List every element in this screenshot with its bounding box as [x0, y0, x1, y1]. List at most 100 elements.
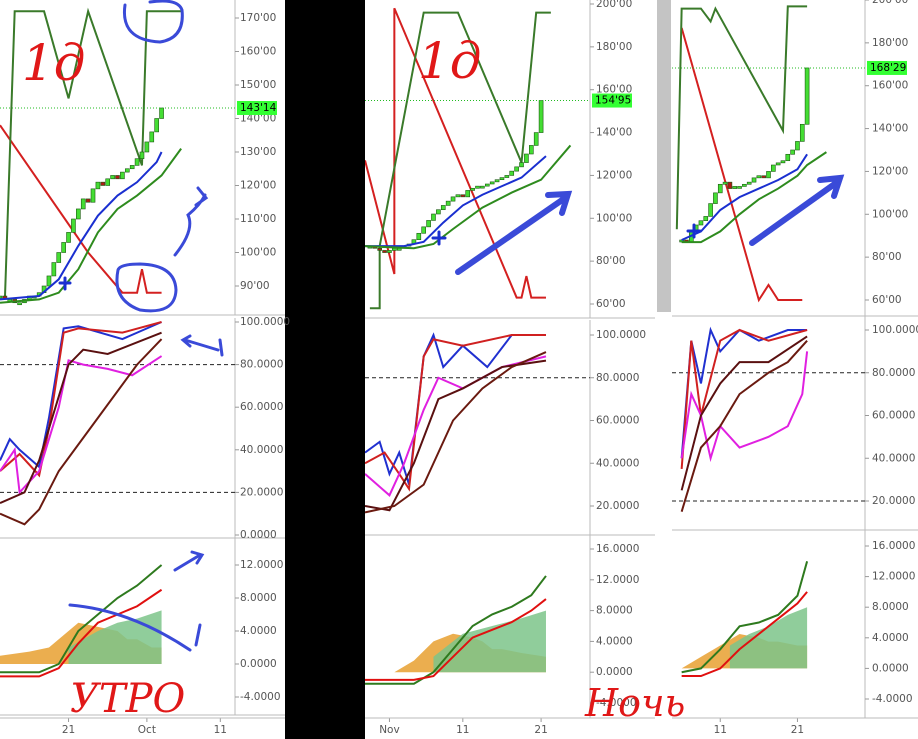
timeframe-note: 1д — [22, 34, 86, 92]
macd-plot — [681, 561, 809, 678]
last-price-box — [867, 60, 907, 75]
night-note: Ночь — [584, 681, 685, 725]
annotations: 1д 1д УТРО Ночь — [22, 0, 845, 725]
y-tick-label: 100'00 — [872, 208, 908, 220]
mark — [218, 338, 224, 357]
candle — [780, 160, 786, 164]
candle — [445, 200, 451, 206]
candle — [426, 220, 431, 228]
candle — [708, 203, 713, 217]
cross-marker — [58, 223, 702, 291]
candle — [524, 153, 529, 163]
column: 21 Oct 11 90'00 100'00 110'00 120'00 130'00 140'… — [0, 0, 290, 736]
y-tick-label: 4.0000 — [240, 625, 277, 637]
candle — [159, 107, 164, 119]
candle — [387, 250, 392, 253]
candle — [120, 171, 125, 180]
x-tick-label: 21 — [62, 724, 75, 736]
candle — [751, 177, 757, 183]
candle — [713, 192, 718, 204]
y-tick-label: 12.0000 — [240, 559, 283, 571]
line — [365, 334, 546, 492]
y-tick-label: 100'00 — [240, 247, 276, 259]
candle — [455, 194, 461, 198]
candle — [717, 183, 723, 194]
y-tick-label: 160'00 — [596, 84, 632, 96]
candle — [756, 175, 762, 179]
price-plot — [365, 7, 572, 310]
candle — [416, 232, 422, 241]
candle — [494, 179, 500, 183]
candle — [115, 175, 120, 180]
y-tick-label: 4.0000 — [596, 635, 633, 647]
y-tick-label: 0.0000 — [596, 666, 633, 678]
candle — [154, 118, 159, 133]
y-tick-label: 120'00 — [872, 165, 908, 177]
area — [729, 607, 808, 669]
candle — [431, 213, 436, 221]
black-gap — [285, 0, 365, 739]
circle — [115, 262, 178, 313]
line — [0, 355, 163, 495]
last-price-label: 154'95 — [595, 95, 631, 107]
candle — [71, 218, 76, 233]
y-tick-label: 0.0000 — [872, 662, 909, 674]
y-tick-label: 120'00 — [240, 180, 276, 192]
candle — [795, 141, 800, 151]
line — [681, 561, 809, 674]
line — [681, 591, 808, 678]
candle — [465, 190, 471, 198]
candle — [775, 162, 781, 166]
y-tick-label: 60.0000 — [240, 401, 283, 413]
y-tick-label: 12.0000 — [872, 571, 915, 583]
timeframe-note: 1д — [418, 32, 482, 90]
area — [433, 610, 546, 673]
candle — [0, 295, 3, 299]
x-tick-label: 21 — [534, 724, 547, 736]
candle — [17, 302, 22, 306]
y-tick-label: 60'00 — [596, 298, 626, 310]
x-tick-label: 21 — [791, 724, 804, 736]
y-tick-label: 130'00 — [240, 146, 276, 158]
arrow — [749, 174, 845, 246]
candle — [766, 171, 771, 179]
last-price-box — [592, 93, 632, 108]
line — [680, 27, 803, 303]
line — [680, 328, 808, 470]
candle — [489, 181, 495, 185]
candle — [804, 67, 810, 125]
line — [0, 124, 162, 294]
y-tick-label: 0.0000 — [240, 529, 277, 541]
y-tick-label: 100.0000 — [596, 329, 646, 341]
candle — [470, 187, 475, 191]
y-tick-label: 16.0000 — [596, 543, 639, 555]
line — [365, 351, 547, 514]
candle — [771, 164, 776, 172]
last-price-label: 168'29 — [870, 62, 906, 74]
x-tick-label: 11 — [456, 724, 469, 736]
line — [0, 564, 163, 674]
last-price-box — [237, 100, 277, 115]
y-tick-label: 180'00 — [872, 37, 908, 49]
candle — [514, 166, 519, 172]
y-tick-label: 140'00 — [872, 123, 908, 135]
candle — [529, 145, 534, 155]
line — [369, 11, 551, 310]
y-tick-label: 4.0000 — [872, 632, 909, 644]
y-tick-label: 0.0000 — [240, 658, 277, 670]
line — [0, 588, 163, 678]
y-tick-label: 120'00 — [596, 169, 632, 181]
y-tick-label: 60'00 — [872, 294, 902, 306]
line — [365, 7, 546, 299]
candle — [499, 177, 505, 181]
y-tick-label: 40.0000 — [240, 444, 283, 456]
candle — [480, 185, 485, 189]
y-tick-label: 100.0000 — [240, 316, 290, 328]
candle — [504, 175, 510, 178]
candle — [46, 275, 52, 287]
line — [365, 355, 547, 497]
candle — [149, 131, 155, 143]
y-tick-label: 80.0000 — [240, 359, 283, 371]
candle — [460, 194, 466, 198]
